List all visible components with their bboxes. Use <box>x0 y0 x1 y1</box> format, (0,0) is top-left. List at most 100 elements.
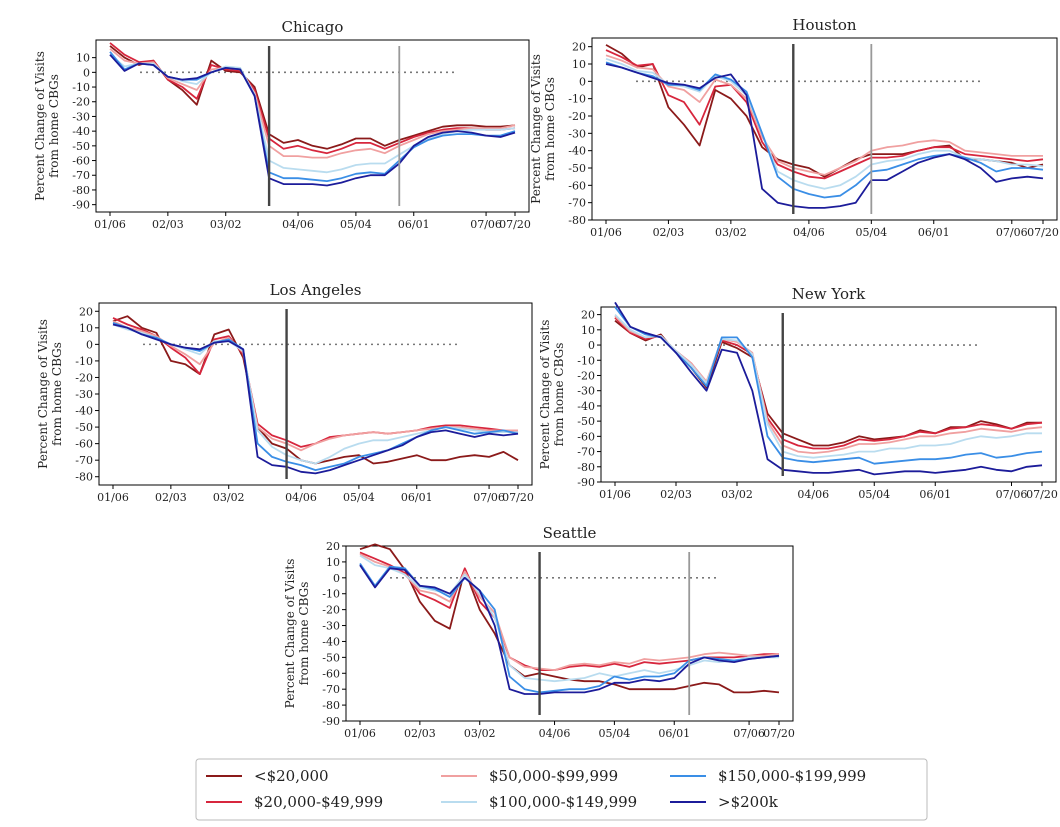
x-tick-label: 04/06 <box>793 226 825 239</box>
y-tick-label: -20 <box>568 110 586 123</box>
legend: <$20,000 $20,000-$49,999 $50,000-$99,999 $1… <box>195 758 928 821</box>
y-axis-label: Percent Change of Visitsfrom home CBGs <box>283 559 311 709</box>
y-tick-label: -50 <box>577 415 595 428</box>
series-line-3 <box>359 553 780 671</box>
y-tick-label: -40 <box>322 635 340 648</box>
y-tick-label: -40 <box>75 405 93 418</box>
series-line-6 <box>359 564 780 695</box>
x-tick-label: 06/01 <box>918 226 950 239</box>
series-line-4 <box>605 57 1044 190</box>
y-tick-label: 20 <box>79 305 93 318</box>
legend-label: $100,000-$149,999 <box>489 793 637 811</box>
legend-label: $150,000-$199,999 <box>718 767 866 785</box>
y-tick-label: -30 <box>72 110 90 123</box>
y-tick-label: -70 <box>72 169 90 182</box>
plot-frame <box>600 306 1057 483</box>
y-tick-label: -50 <box>322 651 340 664</box>
y-tick-label: -10 <box>322 588 340 601</box>
x-tick-label: 07/06 <box>733 727 765 740</box>
y-tick-label: 0 <box>83 66 90 79</box>
x-tick-label: 07/20 <box>1026 488 1058 501</box>
y-tick-label: -90 <box>577 476 595 489</box>
x-tick-label: 02/03 <box>155 491 187 504</box>
x-tick-label: 05/04 <box>855 226 887 239</box>
x-tick-label: 07/06 <box>996 226 1028 239</box>
x-tick-label: 03/02 <box>721 488 753 501</box>
panel-new-york: New York Percent Change of Visitsfrom hom… <box>538 285 1058 501</box>
x-tick-label: 06/01 <box>919 488 951 501</box>
panel-title: Chicago <box>282 18 344 36</box>
series-line-5 <box>109 51 516 182</box>
y-tick-label: -90 <box>322 715 340 728</box>
plot-frame <box>98 302 533 486</box>
series-line-1 <box>359 543 780 694</box>
legend-box <box>195 758 928 821</box>
series-line-3 <box>614 315 1043 454</box>
y-tick-label: -10 <box>577 354 595 367</box>
panel-houston: Houston Percent Change of Visitsfrom home… <box>529 16 1059 239</box>
x-tick-label: 01/06 <box>94 218 126 231</box>
y-tick-label: -70 <box>577 446 595 459</box>
y-tick-label: -30 <box>75 388 93 401</box>
y-tick-label: 20 <box>572 41 586 54</box>
y-tick-label: 20 <box>326 540 340 553</box>
y-tick-label: 10 <box>326 556 340 569</box>
x-tick-label: 07/20 <box>502 491 534 504</box>
plot-frame <box>345 545 794 722</box>
series-line-1 <box>614 319 1042 447</box>
y-tick-label: -10 <box>72 81 90 94</box>
series-line-1 <box>112 315 519 465</box>
x-tick-label: 01/06 <box>97 491 129 504</box>
y-axis-label: Percent Change of Visitsfrom home CBGs <box>529 54 557 204</box>
y-tick-label: -80 <box>577 461 595 474</box>
series-line-4 <box>359 554 779 683</box>
y-tick-label: -10 <box>568 93 586 106</box>
y-tick-label: -60 <box>577 430 595 443</box>
series-line-6 <box>605 63 1044 209</box>
y-tick-label: 0 <box>579 75 586 88</box>
legend-label: $20,000-$49,999 <box>254 793 383 811</box>
y-tick-label: 0 <box>333 572 340 585</box>
y-tick-label: -50 <box>72 140 90 153</box>
x-tick-label: 01/06 <box>344 727 376 740</box>
x-tick-label: 06/01 <box>658 727 690 740</box>
y-tick-label: -70 <box>568 197 586 210</box>
y-tick-label: -70 <box>322 683 340 696</box>
x-tick-label: 01/06 <box>590 226 622 239</box>
series-line-1 <box>109 45 516 150</box>
y-tick-label: -20 <box>322 604 340 617</box>
series-line-5 <box>614 306 1043 465</box>
legend-label: >$200k <box>718 793 779 811</box>
plot-frame <box>591 37 1058 221</box>
x-tick-label: 06/01 <box>398 218 430 231</box>
y-tick-label: -80 <box>75 471 93 484</box>
y-tick-label: -30 <box>568 127 586 140</box>
x-tick-label: 03/02 <box>464 727 496 740</box>
x-tick-label: 02/03 <box>660 488 692 501</box>
panel-title: Houston <box>792 16 857 34</box>
y-tick-label: -60 <box>322 667 340 680</box>
y-axis-label: Percent Change of Visitsfrom home CBGs <box>36 319 64 469</box>
x-tick-label: 04/06 <box>285 491 317 504</box>
panel-chicago: Chicago Percent Change of Visitsfrom home… <box>33 18 531 231</box>
y-tick-label: -20 <box>72 96 90 109</box>
y-tick-label: 20 <box>581 309 595 322</box>
y-tick-label: -80 <box>568 214 586 227</box>
x-tick-label: 07/06 <box>473 491 505 504</box>
series-line-2 <box>109 42 516 155</box>
x-tick-label: 02/03 <box>653 226 685 239</box>
x-tick-label: 07/20 <box>499 218 531 231</box>
panel-seattle: Seattle Percent Change of Visitsfrom home… <box>283 524 795 740</box>
x-tick-label: 03/02 <box>213 491 245 504</box>
x-tick-label: 04/06 <box>282 218 314 231</box>
series-line-4 <box>109 54 516 174</box>
x-tick-label: 05/04 <box>343 491 375 504</box>
y-tick-label: -20 <box>75 371 93 384</box>
x-tick-label: 04/06 <box>797 488 829 501</box>
x-tick-label: 06/01 <box>401 491 433 504</box>
y-tick-label: -30 <box>322 620 340 633</box>
series-line-2 <box>605 49 1044 180</box>
y-tick-label: 10 <box>76 52 90 65</box>
y-axis-label: Percent Change of Visitsfrom home CBGs <box>33 51 61 201</box>
y-tick-label: -10 <box>75 355 93 368</box>
